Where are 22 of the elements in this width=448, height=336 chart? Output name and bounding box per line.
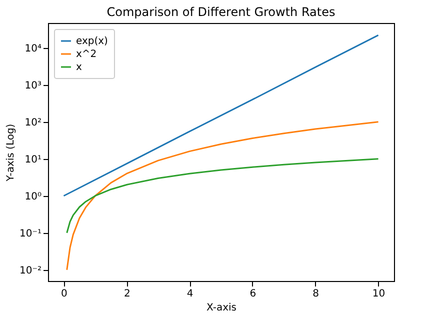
y-tick-label: 10⁻² [19, 265, 42, 276]
y-tick-label: 10⁻¹ [19, 228, 42, 240]
line-series [66, 158, 380, 234]
x-tick-label: 0 [61, 288, 68, 300]
y-tick-label: 10⁴ [24, 43, 42, 54]
x-tick-label: 6 [250, 288, 256, 300]
y-axis-title: Y-axis (Log) [5, 124, 16, 182]
chart-title: Comparison of Different Growth Rates [106, 5, 336, 19]
x-tick-label: 4 [186, 288, 194, 300]
y-tick-label: 10² [24, 117, 42, 128]
legend-label: exp(x) [76, 36, 108, 47]
x-tick-label: 2 [124, 288, 130, 300]
x-tick-label: 8 [312, 288, 320, 300]
x-axis-title: X-axis [206, 302, 236, 314]
line-series [66, 121, 380, 271]
legend-label: x [76, 62, 82, 73]
y-tick-label: 10⁰ [24, 191, 42, 202]
legend-label: x^2 [76, 49, 97, 60]
y-tick-label: 10¹ [24, 154, 42, 166]
line-series [62, 34, 380, 197]
y-tick-label: 10³ [24, 80, 42, 92]
x-tick-label: 10 [372, 288, 386, 300]
